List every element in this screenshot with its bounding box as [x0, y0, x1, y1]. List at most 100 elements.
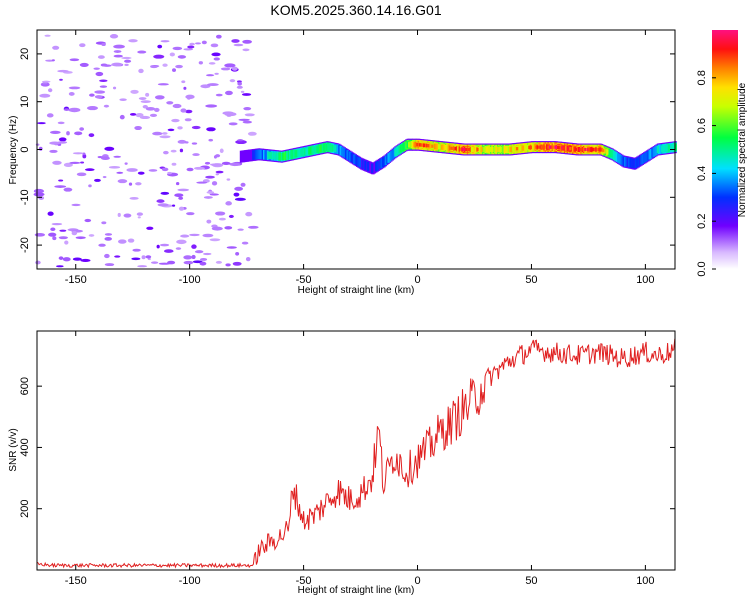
noise-blob	[208, 138, 214, 142]
ridge-segment	[536, 145, 539, 149]
noise-blob	[226, 113, 232, 117]
noise-blob	[54, 185, 67, 188]
noise-blob	[153, 107, 160, 113]
noise-blob	[172, 103, 182, 109]
ridge-segment	[589, 147, 593, 152]
noise-blob	[241, 93, 252, 96]
noise-blob	[224, 63, 236, 68]
ridge-segment	[321, 144, 325, 152]
ridge-segment	[479, 146, 482, 153]
noise-blob	[117, 179, 128, 184]
ridge-segment	[284, 152, 288, 160]
ridge-segment	[418, 143, 422, 147]
ridge-segment	[268, 151, 271, 159]
noise-blob	[88, 184, 92, 188]
noise-blob	[145, 255, 152, 259]
ridge-segment	[267, 151, 270, 159]
ridge-segment	[450, 146, 453, 150]
ridge-segment	[340, 146, 344, 157]
noise-blob	[170, 149, 177, 153]
ridge-segment	[349, 151, 352, 162]
noise-blob	[113, 44, 125, 49]
noise-blob	[206, 127, 216, 132]
ridge-segment	[465, 147, 468, 152]
noise-blob	[136, 212, 144, 216]
ridge-segment	[461, 147, 464, 152]
noise-blob	[46, 113, 54, 118]
noise-blob	[135, 182, 142, 186]
noise-blob	[123, 213, 132, 218]
ridge-segment	[550, 145, 553, 149]
ridge-segment	[599, 147, 602, 152]
noise-blob	[203, 196, 213, 199]
snr-panel: -150 -100 -50 0 50 100 200 400 600 Height of str…	[8, 330, 676, 596]
ridge-segment	[622, 156, 625, 167]
noise-blob	[225, 201, 232, 206]
ridge-segment	[414, 142, 418, 148]
ridge-segment	[645, 151, 649, 162]
noise-blob	[208, 62, 216, 65]
ridge-segment	[477, 146, 480, 153]
ridge-segment	[334, 145, 337, 153]
ridge-segment	[585, 146, 588, 153]
noise-blob	[209, 163, 222, 166]
ridge-segment	[328, 143, 331, 152]
noise-blob	[189, 233, 200, 237]
ridge-segment	[365, 159, 368, 172]
noise-blob	[215, 170, 224, 174]
noise-blob	[247, 225, 259, 229]
noise-blob	[101, 221, 107, 225]
ridge-segment	[499, 146, 502, 153]
ridge-segment	[305, 147, 308, 156]
snr-xtick-label: -100	[179, 575, 201, 587]
noise-blob	[84, 218, 92, 223]
ridge-segment	[320, 144, 323, 152]
noise-blob	[35, 260, 41, 265]
ridge-segment	[507, 146, 511, 153]
ridge-segment	[264, 150, 267, 160]
ridge-segment	[381, 157, 385, 168]
ridge-segment	[618, 154, 621, 164]
ridge-segment	[261, 149, 264, 160]
ridge-segment	[293, 149, 296, 159]
colorbar: 0.0 0.2 0.4 0.6 0.8 Normalized spectral ampl…	[696, 30, 748, 277]
noise-blob	[114, 255, 121, 258]
ridge-segment	[383, 156, 386, 167]
noise-blob	[99, 79, 108, 82]
noise-blob	[234, 197, 246, 201]
noise-blob	[167, 171, 172, 175]
ridge-segment	[640, 155, 643, 165]
colorbar-tick-label: 0.4	[696, 166, 708, 181]
noise-blob	[101, 156, 110, 161]
ridge-segment	[600, 148, 604, 152]
noise-blob	[178, 206, 185, 211]
noise-blob	[112, 86, 117, 90]
ridge-segment	[595, 147, 598, 152]
ridge-segment	[403, 142, 407, 150]
noise-blob	[57, 69, 69, 73]
ridge-segment	[528, 145, 531, 150]
ridge-segment	[397, 146, 400, 155]
noise-blob	[159, 135, 171, 139]
snr-axes: -150 -100 -50 0 50 100 200 400 600	[19, 331, 675, 587]
ridge-segment	[674, 143, 677, 151]
ridge-segment	[476, 147, 479, 152]
ridge-segment	[316, 145, 319, 153]
ridge-segment	[395, 146, 398, 157]
ridge-segment	[539, 145, 542, 149]
ridge-segment	[335, 144, 338, 154]
ridge-segment	[524, 145, 527, 151]
ridge-segment	[671, 143, 675, 152]
ridge-segment	[464, 146, 467, 153]
noise-blob	[209, 238, 221, 242]
noise-blob	[184, 141, 189, 144]
noise-blob	[66, 131, 70, 136]
ridge-segment	[555, 145, 558, 149]
ridge-segment	[424, 142, 427, 149]
ridge-segment	[652, 147, 655, 157]
noise-blob	[159, 243, 170, 247]
noise-blob	[94, 95, 103, 99]
noise-blob	[181, 80, 186, 84]
ridge-segment	[253, 150, 256, 160]
